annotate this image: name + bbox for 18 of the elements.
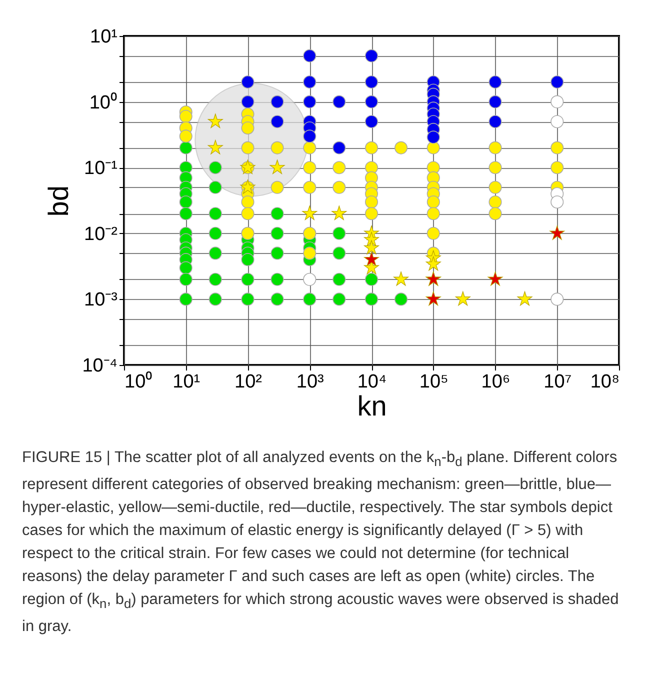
y-tick-label: 10⁻²: [84, 224, 118, 245]
x-tick-label: 10⁶: [481, 372, 510, 392]
y-tick-label: 10⁻¹: [84, 158, 118, 180]
text: FIGURE 15 | The scatter plot of all analyzed events on the k$_{n}$-b$_{d}$ plane. Different colors represent different categories of observed breaking mechanism: green—brittle, blue—hyper-elastic, yellow—semi-ductile, red—ductile, respectively. The star symbols depict cases for which the maximum of elastic energy is significantly delayed (Γ > 5) with respect to the critical strain. For few cases we could not determine (for technical reasons) the delay parameter Γ and such cases are left as open (white) circles. The region of (k$_{n}$, b$_{d}$) parameters for which strong acoustic waves were observed is shaded in gray.: [22, 449, 619, 636]
x-tick-label: 10⁵: [419, 372, 448, 392]
x-tick-label: 10³: [296, 372, 324, 392]
x-tick-label: 10¹: [172, 372, 200, 392]
x-tick-label: 10⁴: [357, 372, 387, 392]
x-tick-label: 10⁷: [544, 372, 572, 392]
x-tick-label: 10⁸: [590, 372, 620, 392]
y-tick-label: 10⁰: [89, 91, 118, 114]
y-tick-label: 10⁻⁴: [82, 356, 118, 376]
x-axis-title: kn: [357, 390, 387, 422]
x-tick-label: 10⁰: [124, 370, 153, 392]
y-axis-title: bd: [43, 185, 74, 217]
y-tick-label: 10⁻³: [84, 290, 118, 311]
y-tick-label: 10¹: [90, 26, 118, 48]
x-tick-label: 10²: [234, 372, 262, 392]
